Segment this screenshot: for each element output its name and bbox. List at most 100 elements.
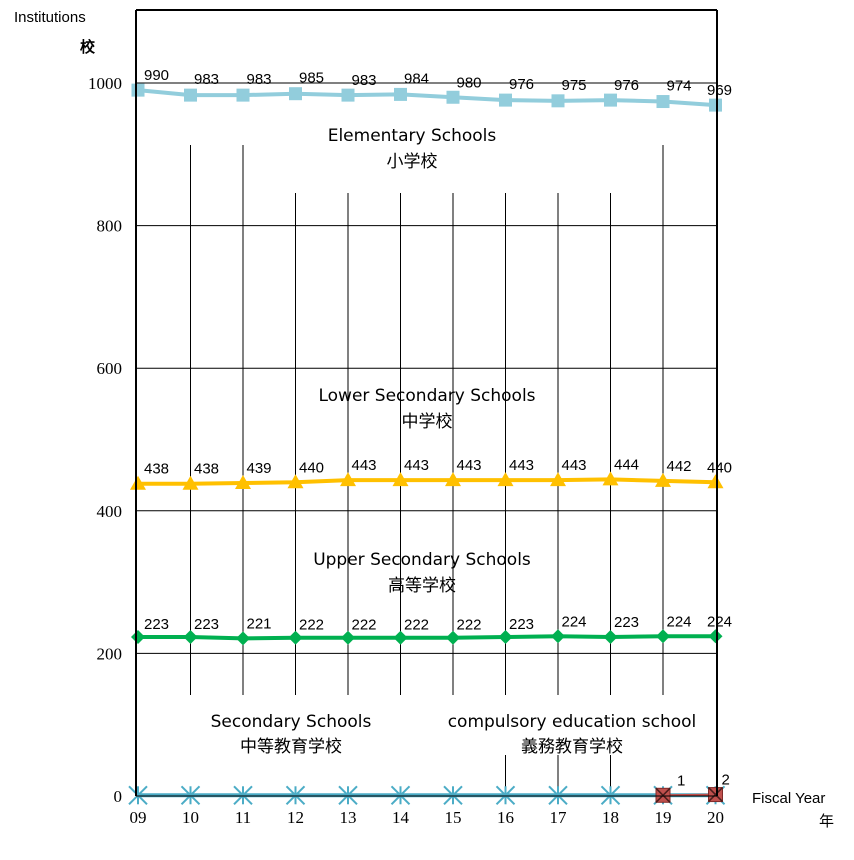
data-label: 438 — [144, 461, 169, 478]
data-label: 983 — [351, 72, 376, 89]
series-line-0 — [137, 88, 716, 108]
x-tick-label: 14 — [392, 808, 410, 827]
data-label: 224 — [561, 613, 586, 630]
data-label: 984 — [404, 70, 429, 87]
point-marker — [604, 93, 617, 107]
x-tick-label: 20 — [707, 808, 724, 827]
y-tick-label: 400 — [97, 502, 123, 521]
point-marker — [338, 785, 358, 805]
data-label: 439 — [246, 460, 271, 477]
series-name-lower-secondary-en: Lower Secondary Schools — [318, 386, 535, 406]
series-name-upper-secondary-en: Upper Secondary Schools — [313, 550, 531, 570]
data-label: 221 — [246, 615, 271, 632]
x-tick-label: 16 — [497, 808, 514, 827]
x-axis-title-ja: 年 — [819, 813, 834, 830]
data-label: 975 — [561, 77, 586, 94]
series-name-secondary-en: Secondary Schools — [211, 712, 372, 732]
x-tick-label: 10 — [182, 808, 199, 827]
data-label: 983 — [194, 71, 219, 88]
point-marker — [131, 83, 145, 97]
data-label: 990 — [144, 67, 169, 84]
x-tick-label: 13 — [340, 808, 357, 827]
point-marker — [550, 472, 566, 487]
point-marker — [709, 98, 722, 112]
series-name-secondary-ja: 中等教育学校 — [240, 737, 342, 757]
data-label: 1 — [677, 772, 685, 789]
data-label: 223 — [614, 614, 639, 631]
point-marker — [236, 88, 250, 102]
data-label: 224 — [666, 613, 691, 630]
x-tick-label: 19 — [655, 808, 672, 827]
x-tick-label: 15 — [445, 808, 462, 827]
point-marker — [235, 474, 251, 489]
data-label: 444 — [614, 456, 639, 473]
data-label: 976 — [509, 76, 534, 93]
point-marker — [131, 630, 145, 645]
point-marker — [180, 785, 201, 805]
point-marker — [445, 472, 461, 487]
point-marker — [548, 785, 568, 805]
y-tick-label: 200 — [97, 644, 123, 663]
data-label: 443 — [561, 457, 586, 474]
data-label: 2 — [722, 772, 730, 789]
point-marker — [393, 630, 408, 645]
point-marker — [655, 472, 671, 487]
point-marker — [341, 630, 355, 645]
series-layer — [128, 83, 726, 805]
point-marker — [128, 785, 148, 805]
data-label: 222 — [404, 617, 429, 634]
x-tick-label: 11 — [235, 808, 251, 827]
point-marker — [499, 93, 512, 107]
y-tick-label: 800 — [97, 217, 123, 236]
data-label: 222 — [456, 617, 481, 634]
y-tick-label: 600 — [97, 359, 123, 378]
data-label: 223 — [194, 616, 219, 633]
series-line-4 — [662, 793, 716, 797]
point-marker — [707, 787, 724, 803]
data-label: 443 — [404, 457, 429, 474]
data-label: 980 — [456, 74, 481, 91]
point-marker — [443, 785, 463, 805]
series-name-elementary-en: Elementary Schools — [328, 126, 497, 146]
point-marker — [495, 785, 516, 805]
x-axis-title-en: Fiscal Year — [752, 790, 825, 807]
point-marker — [707, 474, 724, 489]
point-marker — [603, 630, 618, 645]
point-marker — [182, 475, 199, 490]
point-marker — [498, 630, 513, 645]
point-marker — [285, 785, 306, 805]
data-label: 438 — [194, 461, 219, 478]
point-marker — [656, 95, 670, 109]
series-name-upper-secondary-ja: 高等学校 — [388, 576, 456, 596]
point-marker — [184, 88, 197, 102]
data-label: 223 — [144, 616, 169, 633]
series-name-compulsory-ja: 義務教育学校 — [521, 737, 623, 757]
x-tick-label: 12 — [287, 808, 304, 827]
series-name-compulsory-en: compulsory education school — [448, 712, 697, 732]
point-marker — [602, 471, 619, 486]
point-marker — [708, 629, 723, 644]
point-marker — [288, 630, 303, 645]
series-name-elementary-ja: 小学校 — [387, 152, 438, 172]
data-label: 222 — [299, 617, 324, 634]
grid — [136, 82, 717, 796]
point-marker — [233, 785, 253, 805]
data-label: 443 — [351, 457, 376, 474]
point-marker — [497, 472, 514, 487]
data-label: 222 — [351, 617, 376, 634]
data-labels: 990 983 983 985 983 984 980 976 975 976 974 969 438 4… — [144, 67, 732, 789]
point-marker — [446, 630, 460, 645]
point-marker — [183, 630, 198, 645]
x-tick-label: 09 — [130, 808, 147, 827]
point-marker — [446, 90, 460, 104]
point-marker — [341, 88, 355, 102]
x-tick-label: 18 — [602, 808, 619, 827]
data-label: 440 — [299, 459, 324, 476]
data-label: 442 — [666, 458, 691, 475]
x-tick-label: 17 — [550, 808, 568, 827]
data-label: 985 — [299, 70, 324, 87]
point-marker — [130, 475, 146, 490]
data-label: 443 — [509, 457, 534, 474]
y-axis-title-en: Institutions — [14, 9, 86, 26]
